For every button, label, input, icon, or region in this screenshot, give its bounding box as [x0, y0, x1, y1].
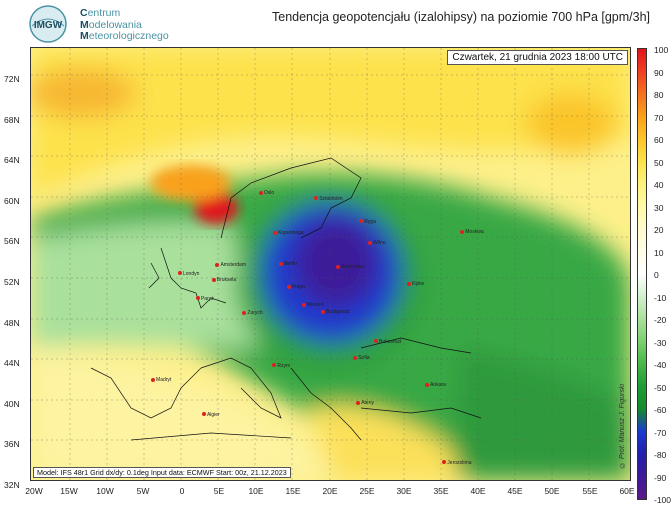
lat-label: 72N — [4, 74, 20, 84]
lat-label: 68N — [4, 115, 20, 125]
model-info-label: Model: IFS 48r1 Grid dx/dy: 0.1deg Input… — [33, 467, 291, 478]
lon-label: 35E — [433, 486, 449, 496]
city-marker: Moskwa — [460, 229, 483, 235]
city-marker: Budapeszt — [321, 309, 350, 315]
org-initial-m2: M — [80, 30, 89, 42]
city-marker: Algier — [202, 412, 220, 418]
colorbar-tick-label: 10 — [654, 247, 664, 258]
colorbar-tick-label: -100 — [654, 495, 672, 505]
valid-time-label: Czwartek, 21 grudnia 2023 18:00 UTC — [447, 50, 628, 65]
city-marker: Praga — [287, 284, 305, 290]
lon-label: 55E — [582, 486, 598, 496]
city-marker: Amsterdam — [215, 262, 246, 268]
lon-label: 10E — [248, 486, 264, 496]
org-word-meteorologicznego: eteorologicznego — [88, 30, 169, 42]
lon-label: 5W — [136, 486, 150, 496]
colorbar-tick-label: 0 — [654, 270, 659, 280]
page-title: Tendencja geopotencjału (izalohipsy) na … — [272, 10, 651, 24]
org-initial-c: C — [80, 7, 88, 19]
city-marker: Madryt — [151, 377, 171, 383]
colorbar-tick-label: -90 — [654, 472, 667, 483]
city-marker: Ankara — [425, 382, 446, 388]
org-word-modelowania: odelowania — [88, 18, 142, 31]
lon-label: 20E — [322, 486, 338, 496]
city-marker: Wiedeń — [302, 302, 324, 308]
logo-letters: IMGW — [34, 20, 63, 31]
org-name: Centrum Modelowania Meteorologicznego — [80, 7, 169, 43]
lat-label: 32N — [4, 480, 20, 490]
city-marker: Berlin — [279, 261, 297, 267]
colorbar-tick-label: -40 — [654, 360, 667, 370]
city-marker: Ryga — [359, 219, 376, 225]
colorbar-tick-label: 60 — [654, 135, 664, 145]
lat-label: 52N — [4, 277, 20, 287]
lat-label: 36N — [4, 439, 20, 449]
colorbar-tick-label: -80 — [654, 450, 667, 460]
lon-label: 15E — [285, 486, 301, 496]
colorbar-tick-label: -10 — [654, 292, 667, 303]
city-marker: Paryż — [196, 296, 214, 302]
map-field-svg — [31, 48, 630, 480]
lat-label: 64N — [4, 155, 20, 165]
colorbar-tick-label: 40 — [654, 180, 664, 190]
city-marker: Bukareszt — [374, 339, 401, 345]
city-marker: Sofia — [353, 355, 369, 361]
lat-label: 48N — [4, 318, 20, 328]
city-marker: Ateny — [356, 400, 374, 406]
city-marker: Kopenhaga — [273, 230, 304, 236]
lat-label: 56N — [4, 236, 20, 246]
lon-label: 50E — [544, 486, 560, 496]
colorbar-tick-label: -60 — [654, 405, 667, 415]
colorbar-tick-label: 30 — [654, 202, 664, 213]
tendency-map[interactable]: Czwartek, 21 grudnia 2023 18:00 UTC Mode… — [30, 47, 631, 481]
city-marker: Sztokholm — [314, 196, 342, 202]
lon-label: 25E — [359, 486, 375, 496]
lon-label: 30E — [396, 486, 412, 496]
city-marker: Rzym — [272, 363, 290, 369]
city-marker: Oslo — [259, 190, 274, 196]
city-marker: Zurych — [242, 310, 262, 316]
lon-label: 60E — [619, 486, 635, 496]
lon-label: 10W — [96, 486, 114, 496]
colorbar-tick-label: -30 — [654, 337, 667, 348]
lat-label: 40N — [4, 399, 20, 409]
colorbar — [637, 48, 647, 500]
colorbar-tick-label: -50 — [654, 382, 667, 393]
colorbar-tick-label: 90 — [654, 67, 664, 78]
org-initial-m1: M — [80, 18, 89, 31]
lon-label: 40E — [470, 486, 486, 496]
org-word-centrum: entrum — [87, 7, 121, 19]
lon-label: 5E — [213, 486, 225, 496]
city-marker: Jerozolima — [442, 460, 471, 466]
city-marker: Londyn — [178, 271, 199, 277]
colorbar-tick-label: -20 — [654, 315, 667, 325]
city-marker: Kijów — [407, 281, 424, 287]
city-marker: Bruksela — [212, 277, 236, 283]
lat-label: 44N — [4, 358, 20, 368]
lon-label: 15W — [60, 486, 78, 496]
lat-label: 60N — [4, 196, 20, 206]
lon-label: 45E — [507, 486, 523, 496]
colorbar-tick-label: 20 — [654, 225, 664, 235]
copyright-label: © Prof. Mariusz J. Figurski — [619, 383, 626, 468]
lon-label: 0 — [179, 486, 185, 496]
colorbar-tick-label: 80 — [654, 90, 664, 100]
city-marker: Wilno — [368, 240, 386, 246]
city-marker: Warszawa — [336, 264, 364, 270]
imgw-logo: IMGW — [28, 4, 72, 44]
colorbar-tick-label: 100 — [654, 45, 669, 55]
lon-label: 20W — [25, 486, 43, 496]
colorbar-tick-label: -70 — [654, 427, 667, 438]
colorbar-tick-label: 50 — [654, 157, 664, 168]
colorbar-tick-label: 70 — [654, 112, 664, 123]
